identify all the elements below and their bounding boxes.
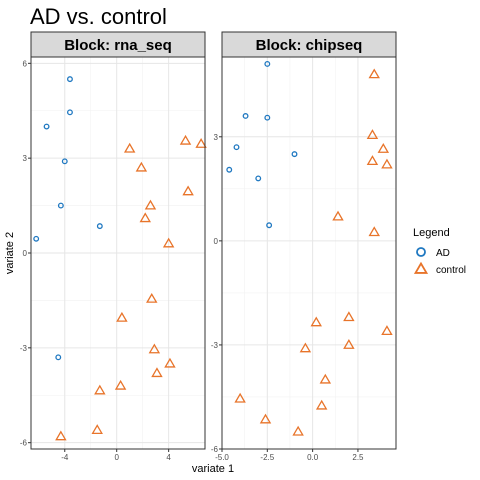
point-control: [366, 155, 379, 166]
point-control: [146, 292, 158, 303]
point-control: [195, 138, 207, 148]
chart-title: AD vs. control: [30, 4, 167, 29]
point-control: [366, 129, 379, 140]
point-control: [179, 134, 192, 145]
grid: [31, 57, 205, 449]
point-ad: [33, 235, 40, 242]
legend-item-control: control: [413, 261, 466, 276]
panel-background: [222, 57, 396, 449]
legend-title: Legend: [413, 227, 450, 239]
legend-triangle-marker: [413, 261, 429, 274]
point-ad: [67, 76, 73, 83]
x-tick-label: 2.5: [352, 453, 364, 462]
point-control: [299, 342, 312, 353]
point-ad: [57, 202, 64, 209]
point-control: [259, 413, 272, 424]
point-ad: [226, 166, 233, 173]
point-control: [319, 373, 332, 384]
x-tick-label: -4: [61, 453, 69, 462]
point-control: [381, 325, 393, 336]
data-points: [33, 76, 207, 441]
point-control: [368, 68, 380, 79]
point-ad: [264, 114, 271, 121]
x-tick-label: 0.0: [307, 453, 319, 462]
y-tick-label: 0: [214, 237, 219, 246]
x-tick-label: 0: [114, 453, 119, 462]
legend-label-control: control: [436, 265, 466, 276]
point-ad: [255, 175, 262, 182]
point-control: [123, 142, 136, 153]
y-tick-label: -6: [211, 445, 219, 454]
x-tick-label: -2.5: [260, 453, 274, 462]
panel-chipseq: Block: chipseq -5.0 -2.5 0.0 2.5 -6 -3 0 3: [211, 31, 397, 462]
point-control: [182, 185, 194, 196]
point-control: [315, 399, 328, 410]
point-control: [94, 384, 106, 395]
point-ad: [264, 60, 271, 67]
y-tick-label: 3: [23, 154, 28, 163]
point-control: [234, 392, 246, 403]
point-ad: [233, 144, 240, 151]
y-tick-label: -6: [20, 439, 28, 448]
x-tick-label: 4: [166, 453, 171, 462]
y-tick-label: 6: [23, 59, 28, 68]
point-control: [343, 311, 355, 322]
point-control: [139, 212, 151, 223]
y-tick-label: 0: [23, 249, 28, 258]
x-axis-title: variate 1: [192, 463, 234, 475]
x-axis-ticks: -5.0 -2.5 0.0 2.5: [215, 449, 364, 462]
point-ad: [67, 109, 73, 116]
point-control: [116, 311, 128, 322]
strip-title: Block: rna_seq: [64, 37, 172, 54]
point-control: [148, 343, 161, 354]
point-control: [368, 226, 380, 237]
strip-title: Block: chipseq: [256, 37, 363, 54]
y-tick-label: 3: [214, 133, 219, 142]
strip-background: [221, 31, 397, 58]
point-control: [292, 425, 304, 436]
panel-rna-seq: Block: rna_seq -4 0 4 -6 -3 0 3 6: [20, 31, 207, 462]
point-control: [151, 367, 163, 378]
point-control: [114, 379, 127, 390]
point-ad: [291, 151, 298, 158]
point-control: [55, 430, 67, 441]
point-ad: [61, 158, 68, 165]
legend-key-circle: [416, 247, 426, 257]
point-ad: [43, 123, 50, 130]
legend-label-ad: AD: [436, 248, 450, 259]
x-axis-ticks: -4 0 4: [61, 449, 171, 462]
y-axis-ticks: -6 -3 0 3 6: [20, 59, 31, 448]
point-control: [164, 357, 176, 368]
strip-background: [30, 31, 206, 58]
y-tick-label: -3: [211, 341, 219, 350]
x-tick-label: -5.0: [215, 453, 229, 462]
point-ad: [55, 354, 62, 361]
point-control: [135, 161, 148, 172]
point-control: [381, 158, 393, 169]
legend-circle-marker: [416, 247, 426, 257]
point-ad: [266, 222, 273, 229]
point-control: [332, 210, 344, 221]
point-ad: [242, 113, 249, 119]
y-axis-title: variate 2: [4, 232, 16, 274]
point-control: [91, 424, 103, 434]
point-control: [162, 237, 175, 248]
data-points: [226, 60, 393, 436]
legend: Legend AD control: [413, 227, 466, 276]
y-axis-ticks: -6 -3 0 3: [211, 133, 222, 454]
point-control: [310, 316, 322, 327]
point-ad: [96, 223, 103, 230]
legend-item-ad: AD: [416, 247, 450, 259]
y-tick-label: -3: [20, 344, 28, 353]
legend-key-triangle: [413, 261, 429, 274]
point-control: [377, 143, 390, 153]
point-control: [144, 199, 157, 210]
point-control: [343, 339, 355, 349]
